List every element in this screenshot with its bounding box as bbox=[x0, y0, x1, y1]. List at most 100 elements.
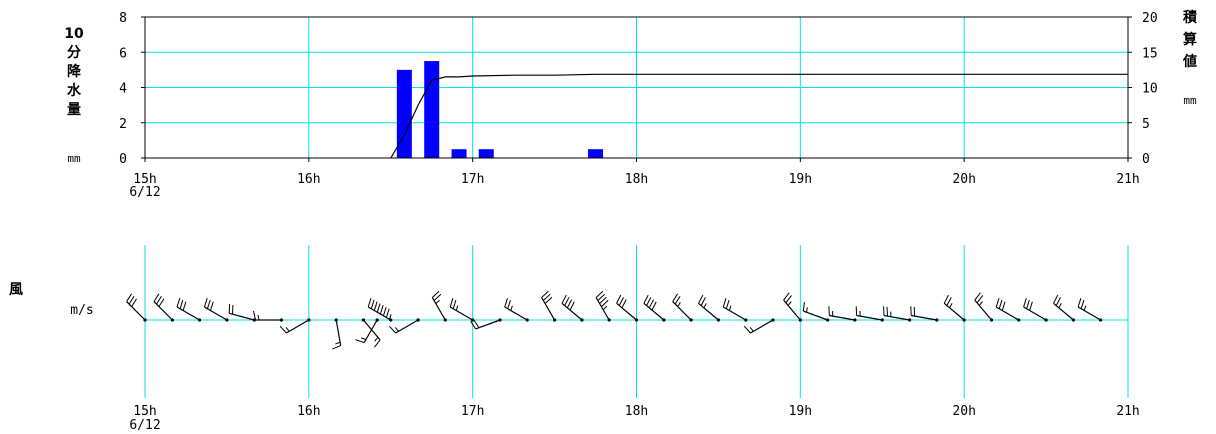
wind-feather bbox=[433, 293, 442, 301]
wind-shaft bbox=[204, 306, 228, 321]
wind-barb bbox=[722, 298, 748, 322]
wind-feather-half bbox=[728, 305, 732, 311]
wind-feather-half bbox=[257, 314, 260, 321]
wind-feather-half bbox=[978, 301, 983, 306]
wind-x-tick-label: 20h bbox=[952, 404, 975, 419]
wind-feather bbox=[616, 294, 622, 304]
wind-x-tick-label: 19h bbox=[789, 404, 812, 419]
wind-feather bbox=[595, 290, 604, 298]
wind-feather bbox=[128, 296, 135, 305]
wind-feather bbox=[802, 301, 805, 312]
wind-feather bbox=[785, 295, 792, 304]
wind-feather bbox=[674, 296, 681, 305]
wind-shaft bbox=[911, 314, 937, 321]
wind-feather bbox=[564, 297, 570, 306]
wind-barb bbox=[943, 294, 966, 322]
wind-barb bbox=[802, 301, 830, 322]
wind-feather bbox=[253, 310, 256, 321]
wind-feather-half bbox=[949, 303, 953, 309]
wind-feather bbox=[131, 298, 137, 307]
wind-feather-half bbox=[455, 305, 459, 311]
wind-shaft bbox=[176, 306, 200, 321]
wind-feather bbox=[722, 298, 727, 308]
wind-feather-half bbox=[677, 302, 681, 307]
wind-barb bbox=[470, 318, 502, 330]
wind-feather bbox=[355, 339, 365, 343]
wind-shaft bbox=[561, 302, 583, 321]
wind-x-tick-label: 17h bbox=[461, 404, 484, 419]
wind-shaft bbox=[449, 306, 473, 321]
x-tick-label: 19h bbox=[789, 172, 812, 187]
wind-feather bbox=[1055, 297, 1061, 306]
wind-feather bbox=[373, 301, 378, 311]
left-axis-unit: mm bbox=[67, 152, 81, 165]
wind-barb bbox=[995, 298, 1021, 322]
right-tick-label: 5 bbox=[1142, 117, 1150, 132]
wind-feather bbox=[206, 299, 211, 309]
wind-feather-half bbox=[1058, 303, 1062, 309]
wind-feather-half bbox=[749, 327, 754, 332]
rain-bar bbox=[424, 61, 440, 158]
wind-feather bbox=[561, 294, 567, 304]
wind-shaft bbox=[783, 299, 801, 321]
wind-feather bbox=[367, 298, 372, 308]
wind-feather bbox=[886, 306, 888, 317]
left-tick-label: 8 bbox=[119, 11, 127, 26]
wind-shaft bbox=[943, 302, 965, 321]
wind-barb bbox=[355, 318, 379, 343]
wind-shaft bbox=[475, 319, 501, 330]
wind-feather bbox=[449, 298, 454, 308]
wind-feather bbox=[473, 319, 480, 328]
wind-shaft bbox=[856, 314, 883, 321]
wind-barb bbox=[1053, 294, 1076, 322]
wind-feather bbox=[1053, 294, 1059, 304]
x-tick-label: 16h bbox=[297, 172, 320, 187]
wind-feather bbox=[541, 290, 549, 298]
wind-x-tick-label: 18h bbox=[625, 404, 648, 419]
wind-feather bbox=[995, 298, 1000, 308]
wind-shaft bbox=[1077, 306, 1101, 321]
wind-feather bbox=[1029, 301, 1033, 311]
right-axis-unit: mm bbox=[1183, 94, 1197, 107]
right-axis-label-char: 値 bbox=[1182, 53, 1197, 70]
wind-feather bbox=[379, 305, 384, 315]
wind-shaft bbox=[995, 306, 1020, 321]
wind-feather-half bbox=[787, 301, 792, 306]
wind-barb bbox=[203, 298, 229, 322]
wind-feather bbox=[648, 299, 655, 309]
wind-feather bbox=[376, 303, 381, 313]
x-tick-label: 17h bbox=[461, 172, 484, 187]
wind-barb bbox=[228, 304, 256, 322]
wind-barb bbox=[743, 318, 775, 334]
wind-feather bbox=[203, 298, 208, 308]
wind-x-tick-label: 21h bbox=[1116, 404, 1139, 419]
wind-shaft bbox=[672, 301, 692, 321]
wind-barb bbox=[153, 293, 174, 322]
right-tick-label: 0 bbox=[1142, 152, 1150, 167]
wind-unit-label: m/s bbox=[70, 303, 93, 318]
left-axis-label-char: 降 bbox=[67, 63, 82, 80]
x-tick-label: 20h bbox=[952, 172, 975, 187]
wind-feather bbox=[646, 297, 652, 306]
wind-feather bbox=[599, 296, 607, 304]
wind-feather bbox=[158, 298, 165, 307]
wind-x-date-label: 6/12 bbox=[129, 418, 160, 433]
wind-feather bbox=[544, 296, 553, 304]
wind-side-label: 風 bbox=[9, 282, 23, 298]
wind-feather bbox=[618, 297, 624, 306]
right-tick-label: 10 bbox=[1142, 82, 1158, 97]
wind-shaft bbox=[541, 297, 556, 321]
wind-feather bbox=[974, 292, 981, 301]
wind-x-tick-label: 15h bbox=[133, 404, 156, 419]
wind-barb bbox=[361, 318, 381, 348]
wind-barb bbox=[698, 294, 721, 322]
wind-station-dot bbox=[908, 318, 912, 322]
wind-feather-half bbox=[435, 299, 440, 304]
rain-bar bbox=[451, 149, 467, 158]
wind-feather bbox=[279, 325, 287, 334]
wind-shaft bbox=[335, 319, 342, 346]
wind-feather bbox=[431, 290, 440, 298]
wind-feather-half bbox=[703, 303, 707, 309]
wind-shaft bbox=[883, 314, 910, 321]
wind-shaft bbox=[616, 302, 637, 321]
